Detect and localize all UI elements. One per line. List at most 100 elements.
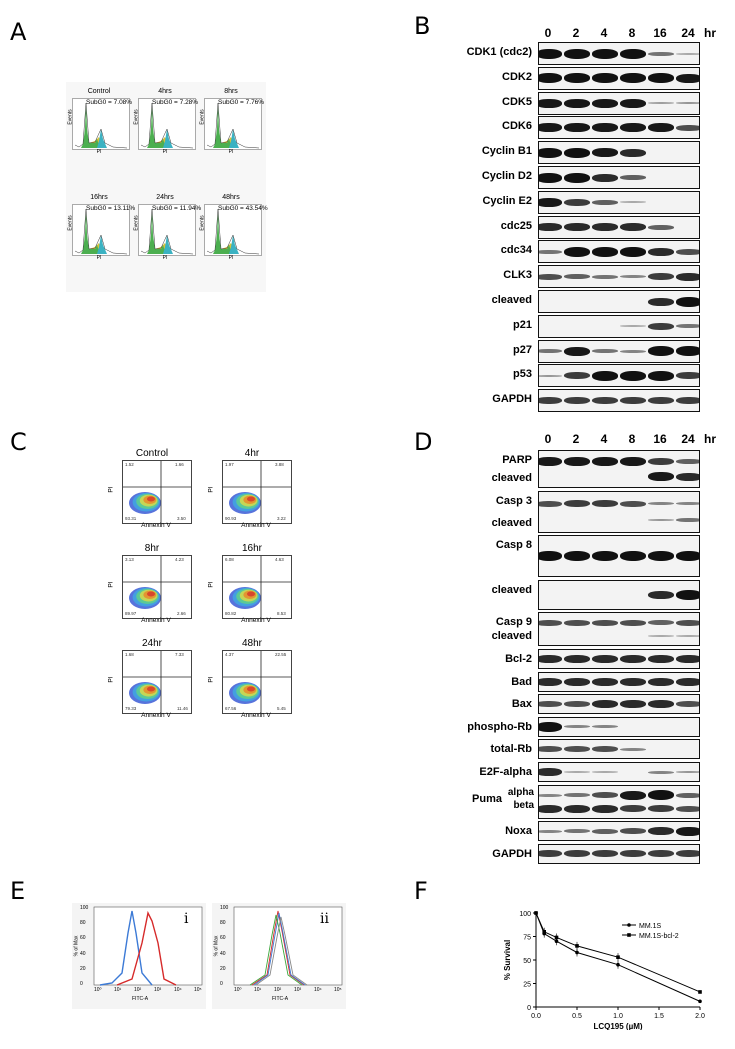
g1-peak [147,209,169,254]
blot-band [539,793,562,797]
blot-band [648,472,674,482]
x-tick-label: 0.5 [572,1013,582,1020]
blot-row-label: p53 [513,368,532,381]
blot-band [620,148,646,157]
y-axis-label: Events [133,109,140,125]
lane-header: 2 [572,26,580,40]
x-tick-label: 10⁴ [314,987,322,993]
blot-band [620,175,646,180]
sub-panel-label: ii [320,911,329,927]
series-line [535,912,701,993]
blot-band [564,771,590,773]
panel-d-western-blot: 0 2 4 8 16 24 hr PARP cleaved Casp 3 cleaved Casp 8… [420,428,730,864]
lane-header: 16 [653,432,667,446]
quadrant-percent: 1.68 [125,652,134,657]
panel-a-histograms: Control SubG0 = 7.08% PI Events 4hrs SubG0 = … [66,82,268,292]
histogram-title: Control [87,88,111,95]
blot-band [592,655,618,663]
blot-band [592,619,618,626]
fitc-curve [116,910,177,986]
x-tick-label: 2.0 [695,1013,705,1020]
blot-row-sublabel: alpha [507,786,534,798]
blot-band [592,500,618,508]
histogram-plot [204,98,262,150]
blot-row-sublabel: cleaved [491,472,532,484]
x-tick-label: 10³ [294,987,302,993]
blot-band [648,102,674,105]
blot-band [539,349,562,354]
blot-row-label: cleaved [491,294,532,306]
blot-band [592,48,618,59]
g2-peak [97,129,107,148]
blot-band [676,346,699,357]
quadrant-percent: 8.53 [277,611,286,616]
blot-band [539,48,562,59]
facs-svg [223,556,291,618]
blot-row-label: CDK5 [502,95,532,108]
x-axis-label: Annexin V [141,522,171,529]
blot-band [592,677,618,686]
quadrant-percent: 6.08 [225,557,234,562]
facs-title: 48hr [241,638,262,649]
blot-band [648,322,674,330]
quadrant-percent: 7.33 [175,652,184,657]
blot-band [676,472,699,481]
y-axis-label: PI [107,581,115,588]
quadrant-percent: 3.13 [125,557,134,562]
facs-plot: 3.13 4.23 89.97 2.66 [122,555,192,619]
quadrant-percent: 3.22 [277,516,286,521]
facs-cell: 8hr 3.13 4.23 89.97 2.66 Annexin V PI [108,543,196,629]
blot-band [620,551,646,562]
blot-band [676,324,699,329]
x-axis-label: Annexin V [241,712,271,719]
blot-band [676,372,699,380]
y-tick-label: 25 [523,982,531,989]
blot-band [648,551,674,562]
blot-band [648,635,674,638]
blot-band [620,48,646,59]
blot-band [620,700,646,709]
histogram-plot [204,204,262,256]
blot-band [676,619,699,626]
quadrant-percent: 22.55 [275,652,287,657]
facs-svg [123,556,191,618]
blot-band [676,102,699,105]
blot-band [564,804,590,813]
blot-band [592,771,618,773]
panel-letter-c: C [10,428,27,456]
fitc-histogram-svg [233,906,343,986]
blot-band [648,73,674,84]
blot-band [592,73,618,84]
blot-band [564,223,590,232]
blot-band [648,590,674,599]
histogram-plot [138,98,196,150]
g2-peak [229,235,239,254]
facs-plot: 1.97 3.88 90.93 3.22 [222,460,292,524]
blot-band [620,790,646,800]
blot-box [538,450,700,488]
quadrant-percent: 79.33 [125,706,137,711]
histogram-title: 4hrs [158,88,172,95]
blot-band [676,459,699,465]
blot-band [539,123,562,133]
blot-band [648,123,674,133]
x-tick-label: 1.0 [613,1013,623,1020]
blot-row-label: Bcl-2 [505,653,532,665]
x-axis-label: PI [96,149,102,155]
quadrant-percent: 3.50 [177,516,186,521]
blot-band [539,172,562,183]
facs-svg [123,651,191,713]
y-tick-label: 60 [220,935,226,942]
x-tick-label: 10⁵ [194,987,202,993]
y-tick-label: 40 [220,950,226,957]
blot-band [564,701,590,708]
blot-band [676,635,699,638]
blot-box [538,535,700,578]
blot-band [648,677,674,686]
blot-band [648,790,674,801]
blot-band [676,655,699,663]
blot-band [564,346,590,356]
facs-cell: 24hr 1.68 7.33 79.33 11.46 Annexin V PI [108,638,196,724]
blot-band [648,620,674,626]
blot-band [620,397,646,405]
